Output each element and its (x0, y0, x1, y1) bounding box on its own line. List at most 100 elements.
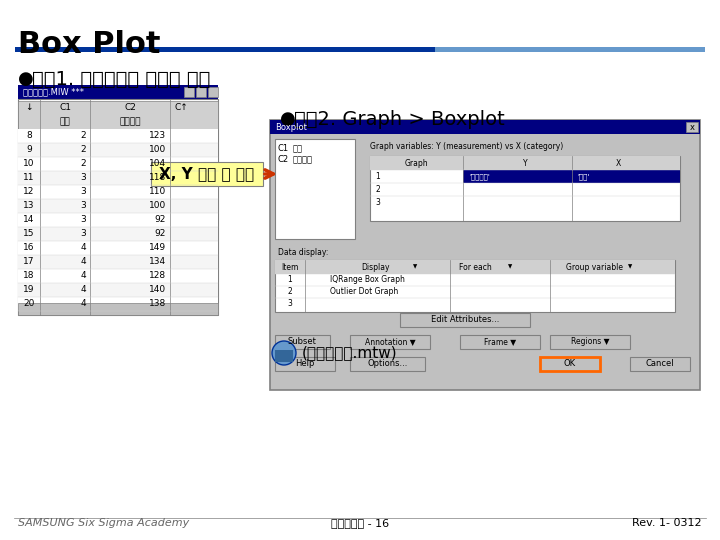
Text: 연소시간: 연소시간 (293, 155, 313, 164)
Text: 연소시간: 연소시간 (120, 118, 140, 126)
Bar (18, 185, 218, 199)
Text: (섬유연소성.mtw): (섬유연소성.mtw) (302, 346, 397, 361)
Bar (275, 260, 675, 274)
Bar (18, 241, 218, 255)
Bar (370, 156, 680, 221)
Bar (435, 47, 705, 52)
Text: 4: 4 (81, 272, 86, 280)
Text: Item: Item (282, 262, 299, 272)
Text: C1: C1 (59, 104, 71, 112)
Bar (275, 350, 293, 362)
Text: 104: 104 (149, 159, 166, 168)
Text: 섬유: 섬유 (293, 144, 303, 153)
Bar (18, 101, 218, 129)
Text: Data display:: Data display: (278, 248, 328, 257)
FancyBboxPatch shape (550, 335, 630, 349)
Bar (18, 143, 218, 157)
Text: '섬유': '섬유' (577, 173, 590, 180)
FancyBboxPatch shape (540, 357, 600, 371)
FancyBboxPatch shape (350, 357, 425, 371)
Text: SAMSUNG Six Sigma Academy: SAMSUNG Six Sigma Academy (18, 518, 189, 528)
Text: 4: 4 (81, 258, 86, 267)
Text: 12: 12 (23, 187, 35, 197)
Bar (270, 120, 700, 390)
Text: Box Plot: Box Plot (18, 30, 161, 59)
Bar (196, 87, 206, 97)
Text: ●: ● (280, 110, 296, 128)
Text: 4: 4 (81, 286, 86, 294)
Text: Y: Y (523, 159, 527, 167)
Bar (270, 120, 700, 134)
Bar (18, 255, 218, 269)
Text: ▼: ▼ (413, 265, 417, 269)
Text: ↓: ↓ (25, 104, 32, 112)
Bar (18, 213, 218, 227)
Text: x: x (690, 123, 695, 132)
Text: 20: 20 (23, 300, 35, 308)
Bar (572, 170, 680, 183)
Text: Help: Help (295, 360, 315, 368)
Text: 128: 128 (149, 272, 166, 280)
Text: 11: 11 (23, 173, 35, 183)
Text: 8: 8 (26, 132, 32, 140)
Text: C2: C2 (277, 155, 288, 164)
Text: 2: 2 (375, 185, 379, 194)
Text: C1: C1 (277, 144, 288, 153)
Text: 2: 2 (287, 287, 292, 296)
Text: Graph variables: Y (measurement) vs X (category): Graph variables: Y (measurement) vs X (c… (370, 142, 563, 151)
Bar (18, 99, 218, 315)
Text: C2: C2 (124, 104, 136, 112)
Bar (18, 171, 218, 185)
Text: Regions ▼: Regions ▼ (571, 338, 609, 347)
Text: Edit Attributes...: Edit Attributes... (431, 315, 499, 325)
Text: 단계2. Graph > Boxplot: 단계2. Graph > Boxplot (294, 110, 505, 129)
Text: 3: 3 (80, 215, 86, 225)
Text: 그래프분석 - 16: 그래프분석 - 16 (331, 518, 389, 528)
Text: ▼: ▼ (508, 265, 512, 269)
FancyBboxPatch shape (275, 357, 335, 371)
FancyBboxPatch shape (460, 335, 540, 349)
Bar (370, 156, 680, 170)
Text: 2: 2 (81, 132, 86, 140)
Bar (686, 122, 698, 132)
Text: 118: 118 (149, 173, 166, 183)
Text: 140: 140 (149, 286, 166, 294)
Text: ▼: ▼ (628, 265, 632, 269)
Text: 섬유: 섬유 (60, 118, 71, 126)
Text: Group variable: Group variable (567, 262, 624, 272)
Text: 149: 149 (149, 244, 166, 253)
Text: 2: 2 (81, 145, 86, 154)
Text: 19: 19 (23, 286, 35, 294)
Text: 섬유연소성.MIW ***: 섬유연소성.MIW *** (23, 87, 84, 97)
Bar (463, 170, 572, 183)
Text: 18: 18 (23, 272, 35, 280)
Text: 3: 3 (80, 187, 86, 197)
Text: 3: 3 (80, 230, 86, 239)
Bar (275, 139, 355, 239)
Text: Annotation ▼: Annotation ▼ (365, 338, 415, 347)
Text: 4: 4 (81, 300, 86, 308)
Circle shape (272, 341, 296, 365)
Text: 15: 15 (23, 230, 35, 239)
Text: 단계1. 워크시트에 데이터 입력: 단계1. 워크시트에 데이터 입력 (32, 70, 210, 89)
Text: 138: 138 (149, 300, 166, 308)
Text: 3: 3 (80, 201, 86, 211)
Bar (15, 47, 435, 52)
Text: X: X (616, 159, 621, 167)
Text: '연소시간': '연소시간' (469, 173, 490, 180)
Text: 13: 13 (23, 201, 35, 211)
Text: 92: 92 (155, 230, 166, 239)
Text: 3: 3 (375, 198, 380, 207)
Text: Boxplot: Boxplot (275, 123, 307, 132)
FancyBboxPatch shape (630, 357, 690, 371)
Text: 9: 9 (26, 145, 32, 154)
Text: 10: 10 (23, 159, 35, 168)
Text: Rev. 1- 0312: Rev. 1- 0312 (632, 518, 702, 528)
Text: Graph: Graph (405, 159, 428, 167)
Text: 1: 1 (375, 172, 379, 181)
Text: Outlier Dot Graph: Outlier Dot Graph (330, 287, 398, 296)
FancyBboxPatch shape (400, 313, 530, 327)
Text: 100: 100 (149, 201, 166, 211)
Text: 3: 3 (287, 300, 292, 308)
Text: 123: 123 (149, 132, 166, 140)
